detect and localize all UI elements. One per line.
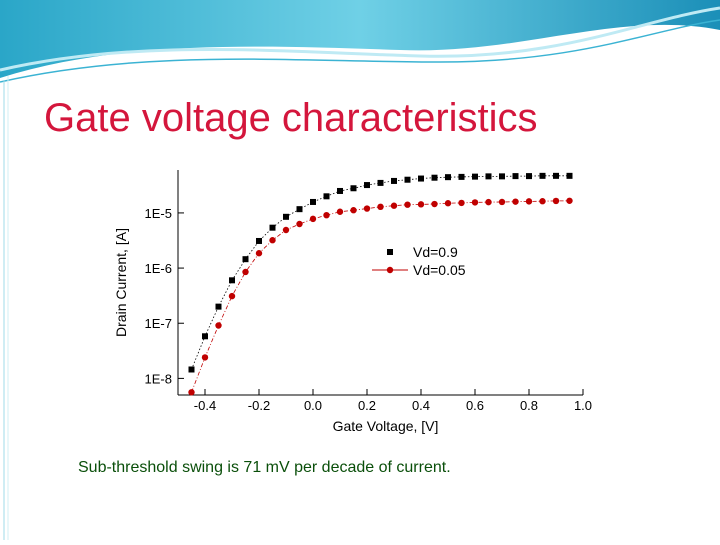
data-point bbox=[282, 226, 290, 234]
data-point bbox=[350, 207, 357, 214]
legend-marker bbox=[386, 266, 394, 274]
x-tick-label: 0.2 bbox=[358, 398, 376, 413]
data-point bbox=[431, 200, 438, 208]
x-tick-label: 1.0 bbox=[574, 398, 592, 413]
data-point bbox=[552, 197, 560, 205]
data-point bbox=[377, 179, 384, 186]
caption: Sub-threshold swing is 71 mV per decade … bbox=[78, 459, 451, 476]
data-point bbox=[404, 201, 411, 208]
slide-title: Gate voltage characteristics bbox=[44, 96, 538, 140]
legend-marker bbox=[387, 249, 393, 255]
data-point bbox=[337, 187, 343, 194]
data-point bbox=[566, 197, 573, 204]
header-line bbox=[0, 19, 720, 83]
data-point bbox=[458, 173, 465, 180]
data-point bbox=[485, 173, 492, 180]
data-point bbox=[417, 201, 425, 208]
data-point bbox=[539, 172, 546, 179]
data-point bbox=[553, 172, 559, 179]
series-line bbox=[191, 200, 570, 393]
data-point bbox=[202, 333, 208, 340]
data-point bbox=[525, 198, 533, 205]
data-point bbox=[269, 237, 276, 244]
data-point bbox=[215, 303, 222, 310]
data-point bbox=[377, 203, 384, 211]
data-point bbox=[296, 206, 303, 213]
data-point bbox=[526, 173, 532, 180]
data-point bbox=[255, 250, 263, 257]
header-line bbox=[0, 6, 720, 72]
data-point bbox=[363, 205, 371, 212]
data-point bbox=[445, 174, 451, 181]
data-point bbox=[296, 220, 303, 228]
data-point bbox=[499, 173, 505, 180]
y-axis-label: Drain Current, [A] bbox=[113, 228, 129, 337]
data-point bbox=[309, 215, 317, 223]
data-point bbox=[458, 199, 465, 207]
data-point bbox=[539, 198, 546, 205]
legend-label: Vd=0.05 bbox=[413, 262, 466, 278]
data-point bbox=[498, 198, 506, 206]
data-point bbox=[310, 198, 316, 205]
data-point bbox=[350, 185, 357, 192]
y-tick-label: 1E-7 bbox=[145, 316, 172, 331]
data-point bbox=[242, 268, 249, 276]
data-point bbox=[390, 202, 398, 209]
data-point bbox=[228, 292, 236, 300]
data-point bbox=[444, 200, 452, 207]
x-tick-label: 0.4 bbox=[412, 398, 430, 413]
chart: 1E-8 1E-7 1E-6 1E-5 -0.4 -0.2 0.0 0.2 0.4 0.6 0.8 1… bbox=[113, 170, 592, 434]
data-point bbox=[269, 224, 276, 231]
x-tick-label: 0.8 bbox=[520, 398, 538, 413]
data-point bbox=[323, 211, 330, 219]
x-axis-label: Gate Voltage, [V] bbox=[333, 418, 439, 434]
data-point bbox=[256, 237, 262, 244]
x-tick-label: -0.4 bbox=[194, 398, 216, 413]
data-point bbox=[336, 208, 344, 215]
data-point bbox=[188, 366, 195, 373]
data-point bbox=[418, 175, 424, 182]
legend-label: Vd=0.9 bbox=[413, 244, 458, 260]
data-point bbox=[391, 177, 397, 184]
data-point bbox=[472, 173, 478, 180]
data-point bbox=[471, 199, 479, 206]
data-point bbox=[323, 193, 330, 200]
data-point bbox=[512, 198, 519, 205]
data-point bbox=[512, 173, 519, 180]
data-point bbox=[431, 174, 438, 181]
y-tick-label: 1E-8 bbox=[145, 371, 172, 386]
x-tick-label: 0.6 bbox=[466, 398, 484, 413]
data-point bbox=[201, 354, 209, 361]
data-point bbox=[566, 172, 573, 179]
data-point bbox=[229, 277, 235, 284]
data-point bbox=[188, 389, 195, 396]
y-tick-label: 1E-5 bbox=[145, 206, 172, 221]
x-tick-label: 0.0 bbox=[304, 398, 322, 413]
header-wave bbox=[0, 0, 720, 78]
data-point bbox=[215, 322, 222, 329]
data-point bbox=[404, 176, 411, 183]
data-point bbox=[242, 256, 249, 263]
data-point bbox=[283, 213, 289, 220]
data-point bbox=[364, 182, 370, 189]
y-tick-label: 1E-6 bbox=[145, 261, 172, 276]
x-tick-label: -0.2 bbox=[248, 398, 270, 413]
series-line bbox=[191, 175, 570, 370]
data-point bbox=[485, 198, 492, 206]
